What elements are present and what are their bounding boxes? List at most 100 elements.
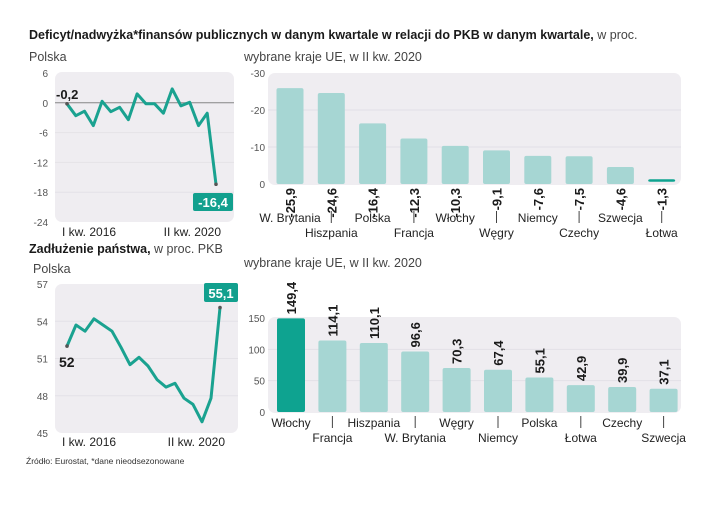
- bar-francja: [318, 340, 347, 412]
- debt-poland-last-value-box: [204, 283, 238, 302]
- main-title: Deficyt/nadwyżka*finansów publicznych w …: [29, 28, 638, 42]
- deficit-eu-category-label: Polska: [355, 211, 391, 225]
- debt-poland-ytick-label: 51: [37, 355, 49, 366]
- debt-poland-endpoint: [65, 344, 69, 348]
- debt-eu-value-label: 55,1: [532, 348, 547, 373]
- main-title-bold: Deficyt/nadwyżka*finansów publicznych w …: [29, 28, 594, 42]
- deficit-poland-endpoint: [65, 101, 69, 106]
- bar-w-brytania: [401, 351, 430, 412]
- deficit-eu-category-label: Francja: [394, 226, 434, 240]
- debt-poland-title: Polska: [33, 262, 71, 276]
- bar-niemcy: [484, 369, 512, 412]
- bar-włochy: [277, 318, 305, 412]
- deficit-eu-value-label: -7,6: [531, 188, 546, 210]
- deficit-eu-title: wybrane kraje UE, w II kw. 2020: [244, 50, 422, 64]
- deficit-eu-category-label: Hiszpania: [305, 226, 358, 240]
- deficit-poland-ytick-label: -18: [34, 188, 49, 199]
- deficit-poland-first-value-label: -0,2: [56, 87, 78, 102]
- debt-eu-category-label: Polska: [521, 416, 557, 430]
- deficit-eu-value-label: -4,6: [613, 188, 628, 210]
- debt-poland-x-start-label: I kw. 2016: [62, 435, 116, 449]
- deficit-poland-ytick-label: -12: [34, 158, 49, 169]
- deficit-poland-title: Polska: [29, 50, 67, 64]
- debt-title: Zadłużenie państwa, w proc. PKB: [29, 242, 223, 256]
- deficit-poland-ytick-label: 0: [42, 99, 48, 110]
- deficit-eu-category-label: W. Brytania: [259, 211, 321, 225]
- deficit-poland-endpoint: [214, 182, 218, 187]
- source-note: Źródło: Eurostat, *dane nieodsezonowane: [26, 456, 185, 466]
- deficit-eu-value-label: -16,4: [366, 187, 381, 217]
- debt-eu-category-label: Łotwa: [565, 431, 597, 445]
- deficit-poland-last-value-box: [193, 193, 233, 211]
- deficit-eu-value-label: -24,6: [324, 188, 339, 218]
- debt-poland-ytick-label: 48: [37, 392, 49, 403]
- debt-poland-ytick-label: 54: [37, 317, 49, 328]
- debt-eu-ytick-label: 50: [254, 377, 266, 388]
- debt-poland-ytick-label: 45: [37, 429, 49, 440]
- deficit-eu-ytick-label: -30: [251, 69, 266, 80]
- debt-eu-value-label: 96,6: [408, 322, 423, 347]
- deficit-eu-category-label: Węgry: [479, 226, 514, 240]
- bar-łotwa: [648, 179, 676, 182]
- deficit-poland-ytick-label: -6: [39, 129, 48, 140]
- deficit-eu-category-label: Szwecja: [598, 211, 643, 225]
- deficit-eu-value-label: -9,1: [490, 188, 505, 210]
- deficit-eu-category-label: Łotwa: [646, 226, 678, 240]
- deficit-eu-value-label: -12,3: [407, 188, 422, 218]
- debt-eu-value-label: 149,4: [284, 281, 299, 314]
- debt-eu-title: wybrane kraje UE, w II kw. 2020: [244, 256, 422, 270]
- bar-polska: [525, 377, 554, 412]
- debt-poland-last-value-label: 55,1: [208, 286, 233, 301]
- deficit-poland-x-end-label: II kw. 2020: [164, 225, 222, 239]
- debt-eu-category-label: Czechy: [602, 416, 642, 430]
- debt-poland-endpoint: [218, 305, 222, 310]
- debt-eu-value-label: 114,1: [325, 305, 340, 337]
- deficit-poland-ytick-label: -24: [34, 218, 49, 229]
- deficit-eu-ytick-label: -20: [251, 106, 266, 117]
- debt-eu-value-label: 70,3: [450, 339, 465, 364]
- deficit-eu-value-label: -10,3: [448, 188, 463, 218]
- bar-szwecja: [606, 166, 634, 184]
- debt-eu-value-label: 37,1: [657, 359, 672, 384]
- debt-eu-category-label: Francja: [312, 431, 352, 445]
- deficit-eu-category-label: Włochy: [436, 211, 475, 225]
- debt-title-unit: w proc. PKB: [150, 242, 223, 256]
- main-title-unit: w proc.: [593, 28, 638, 42]
- debt-poland-ytick-label: 57: [37, 280, 49, 291]
- debt-eu-category-label: Hiszpania: [347, 416, 400, 430]
- deficit-eu-value-label: -1,3: [655, 188, 670, 210]
- debt-eu-category-label: W. Brytania: [385, 431, 447, 445]
- bar-polska: [359, 123, 387, 184]
- debt-poland-first-value-label: 52: [59, 354, 75, 370]
- bar-czechy: [565, 156, 593, 184]
- debt-eu-category-label: Niemcy: [478, 431, 518, 445]
- bar-czechy: [608, 386, 637, 412]
- bar-francja: [400, 138, 428, 184]
- deficit-poland-series-line: [65, 87, 218, 186]
- deficit-eu-category-label: Niemcy: [518, 211, 558, 225]
- bar-niemcy: [524, 155, 552, 184]
- deficit-poland-x-start-label: I kw. 2016: [62, 225, 116, 239]
- bar-hiszpania: [317, 92, 345, 184]
- deficit-eu-value-label: -25,9: [283, 188, 298, 218]
- deficit-poland-last-value-label: -16,4: [198, 195, 228, 210]
- bar-łotwa: [566, 385, 595, 412]
- bar-hiszpania: [359, 343, 388, 412]
- bar-węgry: [483, 150, 510, 184]
- debt-eu-ytick-label: 0: [259, 408, 265, 419]
- deficit-eu-category-label: Czechy: [559, 226, 599, 240]
- debt-eu-ytick-label: 100: [248, 345, 265, 356]
- debt-eu-value-label: 39,9: [615, 358, 630, 383]
- debt-eu-value-label: 42,9: [574, 356, 589, 381]
- debt-eu-ytick-label: 150: [248, 314, 265, 325]
- bar-w-brytania: [276, 88, 304, 184]
- deficit-eu-ytick-label: 0: [259, 180, 265, 191]
- debt-eu-value-label: 67,4: [491, 340, 506, 366]
- debt-title-bold: Zadłużenie państwa,: [29, 242, 151, 256]
- bar-włochy: [441, 145, 469, 184]
- debt-eu-category-label: Włochy: [271, 416, 310, 430]
- debt-eu-category-label: Węgry: [439, 416, 474, 430]
- bar-węgry: [442, 367, 471, 412]
- bar-szwecja: [649, 388, 678, 412]
